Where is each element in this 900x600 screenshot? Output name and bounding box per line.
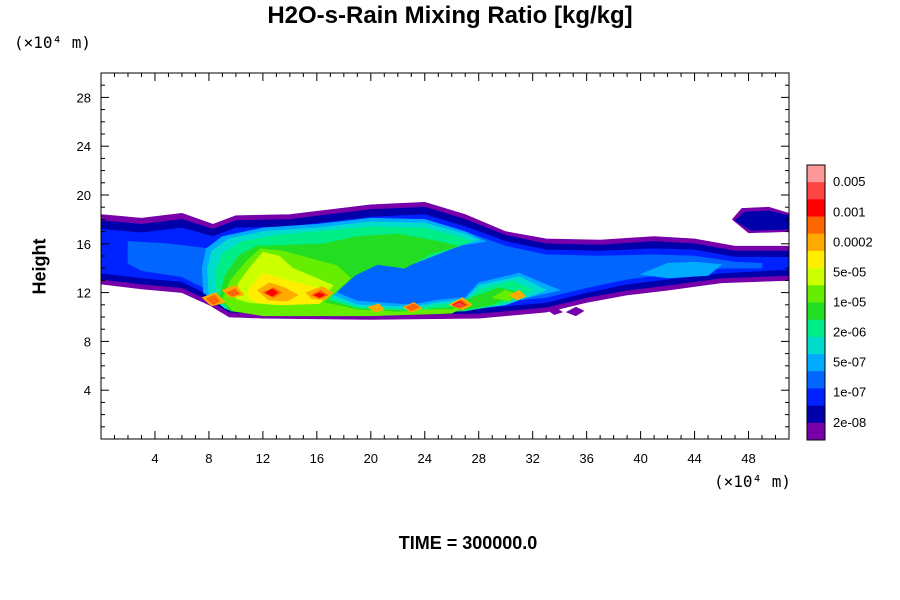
contour-region-level-14 xyxy=(313,292,326,298)
x-axis-unit: (×10⁴ m) xyxy=(714,472,792,491)
colorbar-frame xyxy=(806,164,826,441)
colorbar-label: 0.001 xyxy=(833,204,866,219)
colorbar: 0.005 0.001 0.0002 5e-05 1e-05 2e-06 5e-07 1e-0… xyxy=(806,164,873,441)
y-tick-label: 4 xyxy=(84,383,91,398)
colorbar-label: 1e-07 xyxy=(833,385,866,400)
colorbar-swatch xyxy=(807,233,825,252)
colorbar-swatch xyxy=(807,199,825,217)
contour-fields xyxy=(101,202,789,320)
x-tick-label: 36 xyxy=(579,451,593,466)
contour-region-level-14 xyxy=(265,288,279,297)
contour-region-level-12 xyxy=(367,303,385,313)
y-axis-ticks: 4 8 12 16 20 24 28 xyxy=(77,84,789,428)
colorbar-swatch xyxy=(807,302,825,320)
contour-region-level-5 xyxy=(640,261,722,279)
x-tick-label: 16 xyxy=(310,451,324,466)
x-axis-ticks: 4 8 12 16 20 24 28 32 36 40 44 48 xyxy=(113,73,777,466)
contour-region-level-13 xyxy=(226,288,241,297)
colorbar-label: 5e-07 xyxy=(833,355,866,370)
contour-region-level-13 xyxy=(405,303,420,312)
contour-region-level-13 xyxy=(205,294,220,306)
x-tick-label: 28 xyxy=(471,451,485,466)
time-footer: TIME = 300000.0 xyxy=(398,533,538,553)
colorbar-label: 1e-05 xyxy=(833,295,866,310)
colorbar-swatch xyxy=(807,388,825,406)
colorbar-label: 0.005 xyxy=(833,174,866,189)
colorbar-swatch xyxy=(807,285,825,303)
y-tick-label: 24 xyxy=(77,139,91,154)
colorbar-swatch xyxy=(807,422,825,441)
y-tick-label: 8 xyxy=(84,334,91,349)
colorbar-label: 2e-08 xyxy=(833,415,866,430)
y-axis-unit: (×10⁴ m) xyxy=(14,33,92,52)
x-tick-label: 40 xyxy=(633,451,647,466)
x-tick-label: 24 xyxy=(418,451,432,466)
x-tick-label: 8 xyxy=(205,451,212,466)
colorbar-label: 0.0002 xyxy=(833,234,873,249)
contour-region-level-15 xyxy=(454,302,465,308)
x-tick-label: 44 xyxy=(687,451,701,466)
colorbar-swatch xyxy=(807,371,825,389)
colorbar-swatch xyxy=(807,165,825,183)
x-tick-label: 20 xyxy=(364,451,378,466)
contour-region-level-1 xyxy=(566,306,585,317)
x-tick-label: 48 xyxy=(741,451,755,466)
colorbar-swatch xyxy=(807,216,825,235)
x-tick-label: 4 xyxy=(151,451,158,466)
colorbar-label: 2e-06 xyxy=(833,325,866,340)
colorbar-swatch xyxy=(807,405,825,424)
contour-region-level-2 xyxy=(734,210,789,231)
colorbar-swatch xyxy=(807,182,825,200)
colorbar-label: 5e-05 xyxy=(833,264,866,279)
colorbar-swatch xyxy=(807,319,825,338)
colorbar-swatch xyxy=(807,336,825,355)
y-tick-label: 16 xyxy=(77,237,91,252)
colorbar-swatch xyxy=(807,354,825,372)
colorbar-swatch xyxy=(807,250,825,269)
chart-title: H2O-s-Rain Mixing Ratio [kg/kg] xyxy=(267,2,633,29)
colorbar-swatch xyxy=(807,268,825,286)
y-tick-label: 28 xyxy=(77,90,91,105)
x-tick-label: 32 xyxy=(525,451,539,466)
y-tick-label: 12 xyxy=(77,286,91,301)
y-tick-label: 20 xyxy=(77,188,91,203)
x-tick-label: 12 xyxy=(256,451,270,466)
contour-region-level-12 xyxy=(509,289,527,301)
